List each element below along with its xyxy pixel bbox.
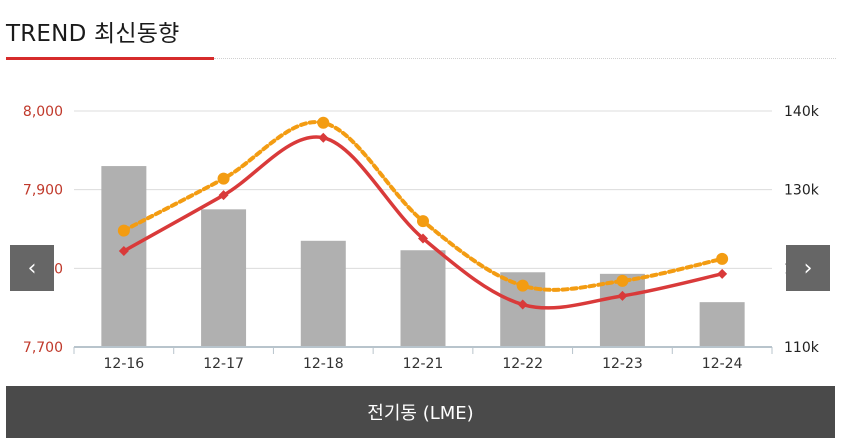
x-tick-label: 12-21 [403, 356, 444, 372]
circle-marker [317, 116, 330, 129]
diamond-marker [418, 233, 428, 244]
title-divider [214, 58, 836, 59]
circle-marker [417, 215, 429, 228]
circle-marker [616, 274, 629, 287]
diamond-marker [318, 132, 329, 143]
left-tick-label: 8,000 [23, 104, 63, 120]
footer-label: 전기동 (LME) [367, 403, 474, 424]
left-tick-label: 7,900 [23, 183, 63, 199]
x-tick-label: 12-16 [104, 356, 145, 372]
diamond-marker [517, 299, 528, 310]
diamond-marker [218, 190, 229, 201]
bar [101, 166, 147, 347]
x-tick-label: 12-24 [702, 356, 743, 372]
bar [300, 240, 346, 347]
diamond-marker [717, 268, 728, 279]
prev-button[interactable]: ‹ [10, 245, 54, 291]
circle-marker [516, 279, 529, 292]
diamond-marker [617, 290, 628, 301]
right-tick-label: 140k [784, 104, 820, 120]
title-underline [6, 57, 214, 60]
right-tick-label: 130k [784, 183, 820, 199]
x-tick-label: 12-17 [203, 356, 244, 372]
page-title: TREND 최신동향 [6, 21, 180, 47]
trend-chart: 7,7007,8007,9008,000110k120k130k140k12-1… [23, 104, 820, 372]
chevron-left-icon: ‹ [27, 255, 37, 281]
x-tick-label: 12-23 [602, 356, 643, 372]
x-tick-label: 12-22 [502, 356, 543, 372]
right-tick-label: 110k [784, 340, 820, 356]
chevron-right-icon: › [803, 255, 813, 281]
left-tick-label: 7,700 [23, 340, 63, 356]
bar [400, 250, 446, 347]
circle-marker [217, 172, 230, 185]
diamond-marker [118, 246, 129, 257]
bar [201, 209, 247, 347]
x-tick-label: 12-18 [303, 356, 344, 372]
footer-bar: 전기동 (LME) [6, 386, 835, 438]
bar [699, 302, 745, 347]
next-button[interactable]: › [786, 245, 830, 291]
circle-marker [716, 252, 729, 265]
circle-marker [117, 224, 130, 237]
